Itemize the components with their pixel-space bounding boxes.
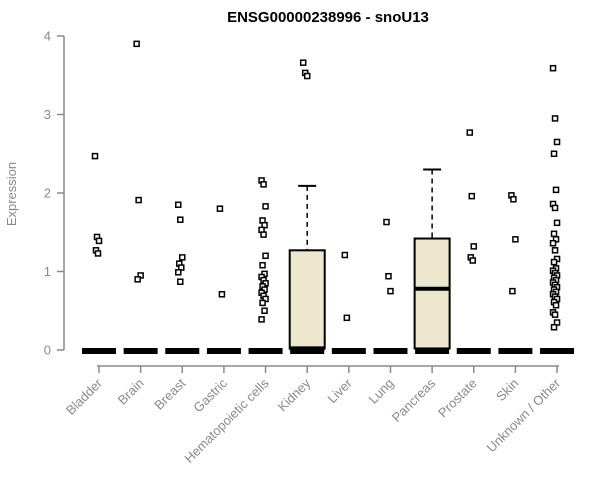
- zero-cluster-bar-unknown-other: [540, 348, 575, 354]
- jitter-point-kidney: [303, 72, 311, 80]
- jitter-point-skin: [512, 236, 519, 243]
- zero-cluster-bar-breast: [165, 348, 200, 354]
- y-axis-title: Expression: [4, 162, 19, 226]
- jitter-point-unknown-other: [550, 230, 558, 238]
- jitter-point-skin: [509, 287, 516, 295]
- zero-cluster-bar-skin: [498, 348, 533, 354]
- zero-cluster-bar-bladder: [82, 348, 116, 354]
- jitter-point-unknown-other: [551, 204, 559, 212]
- jitter-point-hematopoietic-cells: [259, 261, 266, 269]
- jitter-point-unknown-other: [551, 247, 559, 254]
- jitter-point-unknown-other: [550, 150, 558, 157]
- y-tick-label: 3: [44, 107, 51, 122]
- box-kidney: [288, 249, 326, 350]
- zero-cluster-bar-gastric: [206, 348, 241, 354]
- chart-title: ENSG00000238996 - snoU13: [227, 9, 429, 26]
- jitter-point-unknown-other: [553, 138, 561, 146]
- jitter-point-brain: [133, 40, 140, 48]
- x-axis-label: Pancreas: [389, 375, 439, 425]
- zero-cluster-bar-brain: [123, 348, 158, 354]
- y-tick-label: 1: [44, 264, 51, 279]
- y-tick-label: 2: [44, 186, 51, 201]
- zero-cluster-bar-lung: [373, 348, 408, 354]
- jitter-point-hematopoietic-cells: [262, 252, 269, 260]
- x-axis-label: Kidney: [275, 375, 314, 414]
- jitter-point-prostate: [468, 192, 476, 200]
- jitter-point-hematopoietic-cells: [260, 181, 267, 188]
- jitter-point-hematopoietic-cells: [262, 203, 269, 210]
- jitter-point-unknown-other: [550, 258, 558, 266]
- zero-cluster-bar-hematopoietic-cells: [248, 348, 283, 354]
- jitter-point-prostate: [470, 243, 478, 250]
- box-pancreas: [413, 237, 451, 350]
- zero-cluster-bar-kidney: [290, 348, 325, 354]
- x-axis-label: Bladder: [63, 375, 106, 418]
- zero-cluster-bar-pancreas: [415, 348, 450, 354]
- jitter-point-hematopoietic-cells: [260, 231, 267, 238]
- jitter-point-prostate: [469, 257, 477, 264]
- jitter-point-lung: [387, 287, 394, 295]
- y-tick-label: 4: [44, 29, 51, 44]
- jitter-point-liver: [343, 314, 351, 322]
- jitter-point-brain: [135, 196, 142, 204]
- x-axis-label: Gastric: [190, 375, 230, 415]
- jitter-point-hematopoietic-cells: [259, 299, 266, 307]
- jitter-point-unknown-other: [553, 219, 561, 227]
- jitter-point-bladder: [91, 152, 99, 160]
- x-axis-label: Brain: [115, 376, 147, 408]
- jitter-point-lung: [385, 272, 392, 280]
- jitter-point-brain: [134, 276, 141, 283]
- jitter-point-unknown-other: [550, 323, 558, 331]
- jitter-point-prostate: [466, 129, 474, 136]
- x-axis-label: Skin: [493, 376, 521, 404]
- jitter-point-gastric: [216, 205, 224, 212]
- x-axis-label: Unknown / Other: [484, 375, 564, 455]
- jitter-point-unknown-other: [551, 311, 559, 318]
- x-axis-label: Prostate: [435, 376, 480, 421]
- x-axis-label: Liver: [324, 375, 355, 406]
- jitter-point-kidney: [299, 59, 307, 66]
- zero-cluster-bar-liver: [331, 348, 366, 354]
- jitter-point-breast: [175, 269, 182, 276]
- jitter-point-breast: [179, 254, 186, 261]
- x-axis-label: Breast: [151, 375, 188, 412]
- y-tick-label: 0: [44, 343, 51, 358]
- jitter-point-unknown-other: [549, 239, 557, 247]
- jitter-point-liver: [341, 251, 349, 259]
- jitter-point-breast: [177, 278, 184, 285]
- jitter-point-breast: [175, 201, 182, 209]
- jitter-point-bladder: [94, 250, 102, 257]
- jitter-point-gastric: [218, 291, 226, 298]
- jitter-point-bladder: [95, 237, 103, 245]
- jitter-point-unknown-other: [552, 302, 560, 309]
- zero-cluster-bar-prostate: [456, 348, 491, 354]
- jitter-point-skin: [510, 196, 517, 203]
- jitter-point-unknown-other: [551, 115, 559, 122]
- jitter-point-unknown-other: [549, 64, 557, 72]
- jitter-point-hematopoietic-cells: [261, 307, 268, 314]
- jitter-point-breast: [177, 216, 184, 223]
- jitter-point-unknown-other: [552, 186, 560, 194]
- jitter-point-hematopoietic-cells: [258, 316, 265, 323]
- x-axis-label: Lung: [366, 376, 397, 407]
- jitter-point-lung: [383, 218, 390, 226]
